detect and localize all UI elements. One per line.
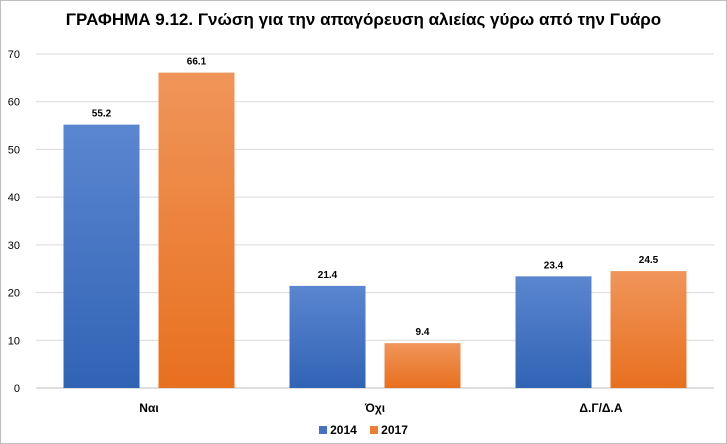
category-labels: Ναι Όχι Δ.Γ/Δ.Α <box>139 401 623 415</box>
data-label: 9.4 <box>416 327 430 338</box>
legend-swatch-2017 <box>370 426 379 434</box>
legend-swatch-2014 <box>319 426 328 434</box>
bars <box>63 72 687 389</box>
data-label: 24.5 <box>639 255 659 266</box>
y-tick-label: 50 <box>8 144 20 156</box>
y-tick-label: 70 <box>8 49 20 61</box>
data-labels: 55.2 66.1 21.4 9.4 23.4 24.5 <box>92 57 659 339</box>
y-tick-label: 10 <box>8 335 20 347</box>
x-category-label: Δ.Γ/Δ.Α <box>579 401 622 415</box>
y-tick-label: 60 <box>8 97 20 109</box>
bar-2014-1 <box>63 124 140 389</box>
data-label: 21.4 <box>318 270 338 281</box>
bar-2017-3 <box>610 271 687 388</box>
y-tick-label: 0 <box>14 383 20 395</box>
legend-label-2014: 2014 <box>330 423 357 437</box>
gridlines <box>36 53 714 389</box>
x-category-label: Ναι <box>139 401 158 415</box>
data-label: 66.1 <box>187 57 207 68</box>
bar-2017-2 <box>384 343 461 388</box>
data-label: 23.4 <box>544 260 564 271</box>
legend-item-2014: 2014 <box>319 423 357 437</box>
bar-2014-2 <box>289 285 366 388</box>
y-tick-label: 30 <box>8 240 20 252</box>
y-tick-label: 20 <box>8 288 20 300</box>
y-axis-ticks: 0 10 20 30 40 50 60 70 <box>8 49 20 395</box>
legend-item-2017: 2017 <box>370 423 408 437</box>
bar-2014-3 <box>515 276 592 388</box>
legend: 2014 2017 <box>0 423 727 437</box>
x-category-label: Όχι <box>364 401 385 415</box>
legend-label-2017: 2017 <box>381 423 408 437</box>
data-label: 55.2 <box>92 109 112 120</box>
chart-title: ΓΡΑΦΗΜΑ 9.12. Γνώση για την απαγόρευση α… <box>65 10 662 29</box>
y-tick-label: 40 <box>8 192 20 204</box>
bar-2017-1 <box>158 72 235 388</box>
